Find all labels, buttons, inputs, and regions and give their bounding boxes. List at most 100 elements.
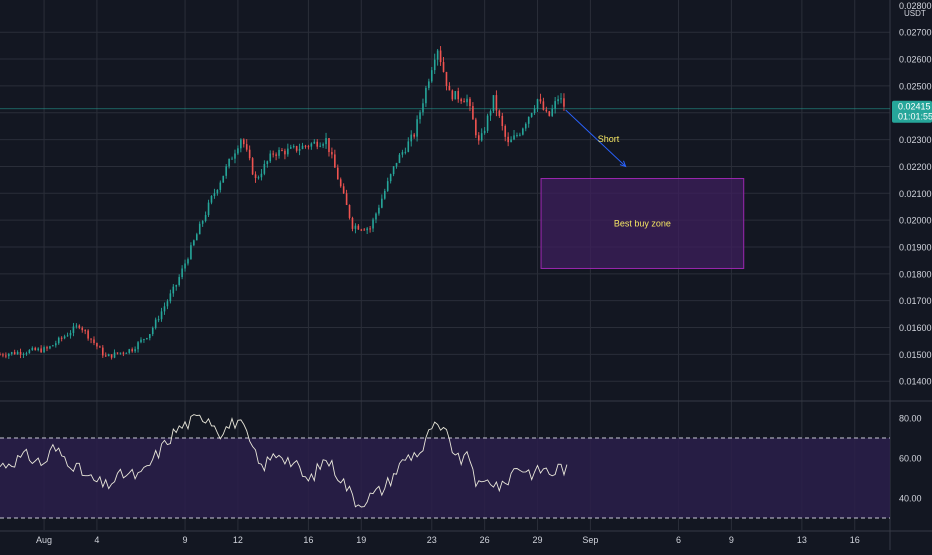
candle-body (234, 153, 236, 159)
candle-body (313, 141, 316, 144)
candle-body (272, 153, 274, 155)
candle-body (489, 111, 492, 116)
candle-body (181, 268, 183, 278)
x-tick-label: 4 (94, 535, 99, 545)
candle-body (554, 101, 556, 109)
candle-body (154, 319, 157, 328)
candle-body (536, 99, 539, 109)
candle-body (422, 103, 424, 113)
candle-body (336, 167, 339, 180)
candle-body (13, 352, 16, 355)
candle-body (348, 204, 351, 218)
candle-body (125, 352, 128, 354)
candle-body (119, 352, 122, 354)
short-arrow (565, 109, 626, 167)
candle-body (157, 319, 160, 321)
buy-zone-label: Best buy zone (614, 218, 671, 228)
candle-body (404, 151, 407, 153)
x-tick-label: 9 (183, 535, 188, 545)
candle-body (128, 349, 131, 353)
y-tick-label: 0.01600 (899, 323, 932, 333)
candle-body (454, 91, 457, 100)
candle-body (301, 145, 304, 149)
candle-body (436, 50, 439, 60)
candle-body (375, 213, 377, 220)
candle-body (266, 161, 269, 164)
y-tick-label: 0.02000 (899, 216, 932, 226)
candle-body (175, 284, 178, 287)
candle-body (195, 234, 198, 241)
candle-body (110, 354, 113, 358)
candle-body (339, 179, 342, 187)
oscillator-pane (0, 414, 890, 519)
candle-body (381, 198, 383, 208)
candle-body (75, 325, 78, 327)
candle-body (213, 193, 216, 197)
short-label: Short (598, 134, 620, 144)
candle-body (84, 330, 86, 332)
candle-body (184, 263, 186, 269)
candle-body (413, 134, 415, 137)
candle-body (548, 111, 551, 116)
candle-body (513, 135, 515, 140)
candle-body (295, 146, 298, 151)
candle-body (328, 138, 330, 153)
candle-body (451, 90, 454, 100)
candle-body (310, 143, 313, 147)
candle-body (345, 193, 348, 205)
candle-body (40, 348, 42, 353)
candle-body (319, 145, 321, 147)
candle-body (245, 144, 248, 150)
candle-body (131, 349, 133, 352)
candle-body (113, 352, 116, 358)
candle-body (287, 148, 289, 155)
candle-body (57, 337, 60, 344)
candle-body (281, 150, 283, 152)
y-tick-label: 0.01500 (899, 350, 932, 360)
axes: 0.027000.026000.025000.024000.023000.022… (36, 1, 932, 545)
y-tick-label: 0.02500 (899, 81, 932, 91)
candle-body (146, 338, 148, 340)
y-tick-label: 0.02300 (899, 135, 932, 145)
candle-body (410, 134, 413, 142)
candle-body (289, 147, 292, 149)
candle-body (477, 135, 480, 141)
candle-body (2, 354, 4, 356)
candle-body (55, 343, 57, 346)
candle-body (331, 152, 333, 155)
candle-body (284, 150, 286, 155)
candle-body (178, 277, 180, 285)
candle-body (533, 108, 536, 114)
candle-body (90, 338, 92, 340)
candle-body (46, 347, 48, 349)
candle-body (137, 342, 139, 350)
candle-body (448, 85, 451, 91)
candle-body (107, 354, 110, 357)
candle-body (483, 130, 486, 134)
candle-body (31, 347, 34, 351)
x-tick-label: 23 (427, 535, 437, 545)
candle-body (69, 332, 72, 336)
candle-body (557, 99, 559, 102)
candle-body (60, 337, 63, 339)
candle-body (225, 166, 227, 176)
candle-body (480, 133, 483, 141)
candle-body (172, 286, 175, 294)
candle-body (519, 134, 521, 136)
candle-body (201, 220, 204, 224)
candle-body (72, 326, 75, 333)
x-tick-label: 19 (356, 535, 366, 545)
candle-body (143, 339, 145, 341)
y-tick-label: 0.01400 (899, 377, 932, 387)
x-tick-label: 12 (233, 535, 243, 545)
candle-body (316, 141, 319, 147)
candle-body (81, 327, 84, 331)
candle-body (204, 215, 207, 221)
candle-body (260, 173, 263, 178)
candle-body (539, 99, 542, 102)
candle-body (475, 119, 477, 136)
candle-body (210, 196, 213, 203)
candle-body (187, 259, 189, 264)
